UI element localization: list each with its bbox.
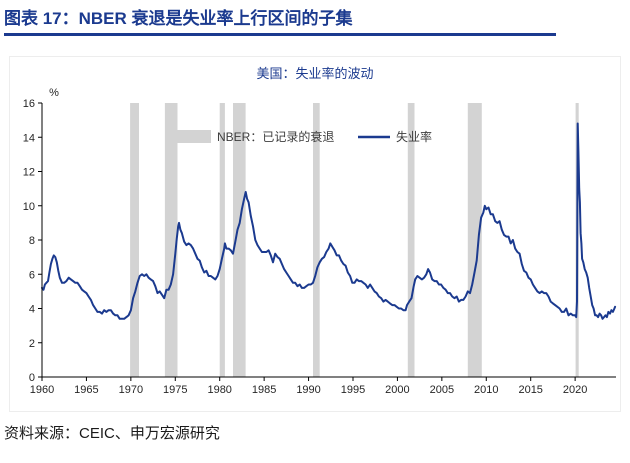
report-figure-page: 图表 17：NBER 衰退是失业率上行区间的子集 美国：失业率的波动 0 2 4 6 8… [0, 0, 630, 442]
recession-band [407, 103, 415, 377]
x-tick-label: 1980 [207, 384, 231, 396]
recession-band [467, 103, 482, 377]
y-tick-label: 14 [23, 132, 35, 144]
x-tick-label: 1965 [74, 384, 98, 396]
percent-unit-label: % [49, 87, 59, 99]
chart-svg: 0 2 4 6 8 10 12 14 16 1960 1965 1970 1975 1980 1985 199… [23, 87, 617, 396]
title-underline [4, 33, 556, 36]
unemployment-line [41, 122, 617, 320]
x-tick-label: 2015 [518, 384, 542, 396]
y-tick-label: 8 [29, 235, 35, 247]
y-tick-label: 4 [29, 304, 35, 316]
x-tick-label: 2010 [474, 384, 498, 396]
y-tick-label: 0 [29, 372, 35, 384]
chart-card: 美国：失业率的波动 0 2 4 6 8 10 12 14 16 1960 1965 1970 1975 1… [9, 56, 621, 412]
x-tick-label: 1970 [119, 384, 143, 396]
plot-area: 0 2 4 6 8 10 12 14 16 1960 1965 1970 1975 1980 1985 199… [10, 85, 620, 403]
x-tick-label: 1985 [252, 384, 276, 396]
recession-band [164, 103, 178, 377]
x-tick-label: 1975 [163, 384, 187, 396]
y-tick-label: 10 [23, 201, 35, 213]
chart-title: 美国：失业率的波动 [256, 66, 374, 81]
y-tick-label: 12 [23, 167, 35, 179]
x-tick-label: 2000 [385, 384, 409, 396]
recession-band [219, 103, 225, 377]
x-tick-label: 2020 [563, 384, 587, 396]
x-tick-label: 1990 [296, 384, 320, 396]
x-tick-label: 1995 [341, 384, 365, 396]
figure-title: 图表 17：NBER 衰退是失业率上行区间的子集 [4, 9, 353, 28]
figure-header: 图表 17：NBER 衰退是失业率上行区间的子集 [0, 0, 630, 36]
source-note: 资料来源：CEIC、申万宏源研究 [4, 425, 220, 442]
x-tick-label: 1960 [30, 384, 54, 396]
y-tick-label: 6 [29, 269, 35, 281]
legend-label-recession: NBER：已记录的衰退 [217, 129, 334, 144]
recession-band [313, 103, 320, 377]
x-tick-label: 2005 [430, 384, 454, 396]
recession-band [130, 103, 139, 377]
y-tick-label: 16 [23, 98, 35, 110]
legend-swatch-recession [171, 130, 211, 143]
y-tick-label: 2 [29, 338, 35, 350]
recession-band [233, 103, 246, 377]
legend-label-unemployment: 失业率 [396, 129, 432, 144]
